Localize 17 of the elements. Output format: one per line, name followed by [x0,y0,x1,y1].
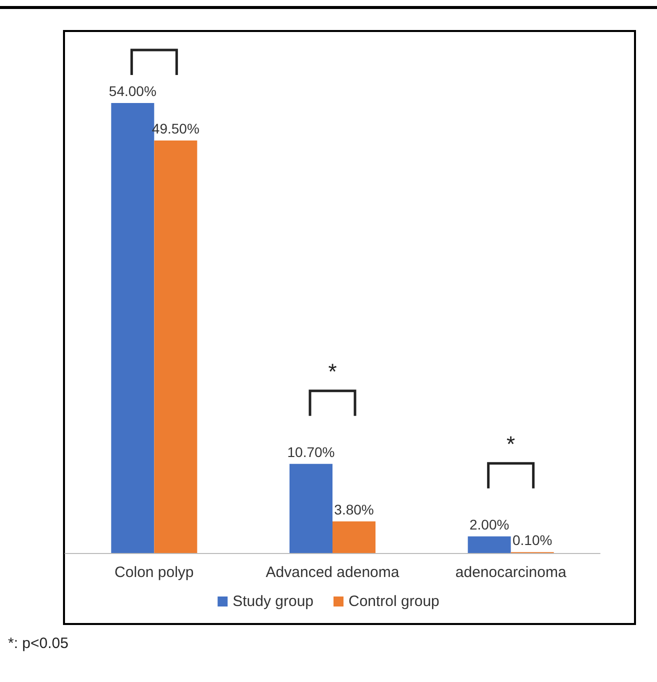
bar [154,140,198,553]
x-tick-label: adenocarcinoma [455,564,567,581]
x-tick-label: Advanced adenoma [266,564,400,581]
data-label: 0.10% [512,532,552,548]
annotation: * [506,431,516,456]
annotation: * [328,358,338,384]
x-tick-label: Colon polyp [114,564,194,581]
data-label: 2.00% [469,516,510,532]
bar [468,536,511,553]
bar [332,521,376,553]
data-label: 54.00% [108,83,156,99]
bar [290,464,332,553]
legend-label: Study group [232,593,314,610]
data-label: 10.70% [287,444,335,460]
legend-label: Control group [348,593,440,610]
data-label: 3.80% [334,501,374,518]
text: *: p<0.05 [8,635,68,652]
